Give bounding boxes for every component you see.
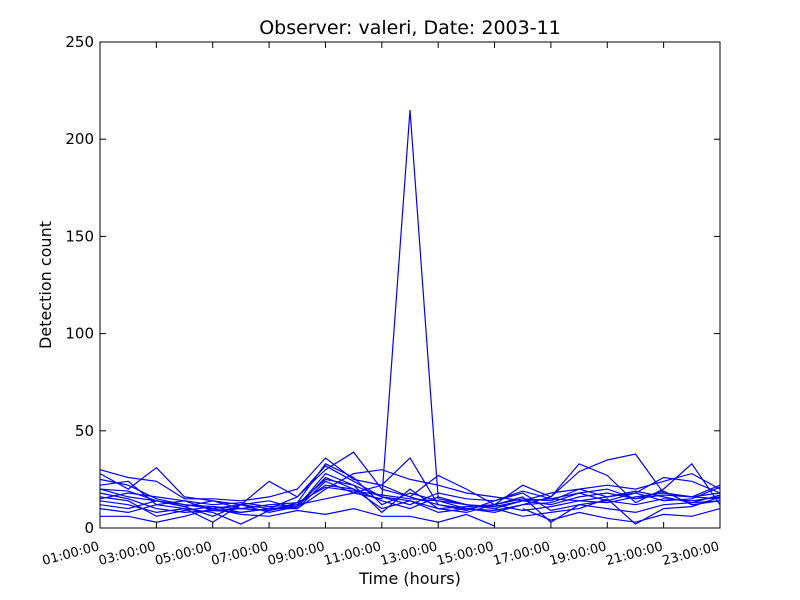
series-line-11 <box>99 476 721 523</box>
x-tick-label: 13:00:00 <box>379 539 439 569</box>
series-line-9 <box>99 480 721 517</box>
chart-title: Observer: valeri, Date: 2003-11 <box>259 17 561 39</box>
series-line-13 <box>100 507 495 527</box>
x-tick-label: 07:00:00 <box>210 539 270 569</box>
series-line-14 <box>522 508 721 523</box>
x-tick-label: 09:00:00 <box>266 539 326 569</box>
y-axis-label: Detection count <box>36 221 55 349</box>
x-tick-label: 17:00:00 <box>492 539 552 569</box>
series-line-5 <box>99 465 721 514</box>
x-tick-label: 05:00:00 <box>153 539 213 569</box>
series-line-2 <box>99 457 721 514</box>
x-tick-label: 11:00:00 <box>323 539 383 569</box>
y-tick-label: 50 <box>75 422 94 440</box>
x-tick-label: 01:00:00 <box>41 539 101 569</box>
y-tick-label: 150 <box>65 227 94 245</box>
x-axis-ticks: 01:00:0003:00:0005:00:0007:00:0009:00:00… <box>41 42 721 569</box>
x-tick-label: 19:00:00 <box>548 539 608 569</box>
x-axis-label: Time (hours) <box>358 569 461 588</box>
series-line-12 <box>99 486 721 510</box>
x-tick-label: 23:00:00 <box>661 539 721 569</box>
y-tick-label: 100 <box>65 325 94 343</box>
series-lines <box>99 109 721 527</box>
plot-area-frame <box>99 41 721 529</box>
x-tick-label: 15:00:00 <box>435 539 495 569</box>
y-tick-label: 250 <box>65 33 94 51</box>
y-axis-ticks: 0 50 100 150 200 250 <box>65 33 720 537</box>
x-tick-label: 21:00:00 <box>604 539 664 569</box>
series-line-7 <box>99 472 721 517</box>
x-tick-label: 03:00:00 <box>97 539 157 569</box>
series-line-8 <box>99 476 721 523</box>
y-tick-label: 0 <box>84 519 94 537</box>
series-line-1 <box>99 109 721 512</box>
y-tick-label: 200 <box>65 130 94 148</box>
